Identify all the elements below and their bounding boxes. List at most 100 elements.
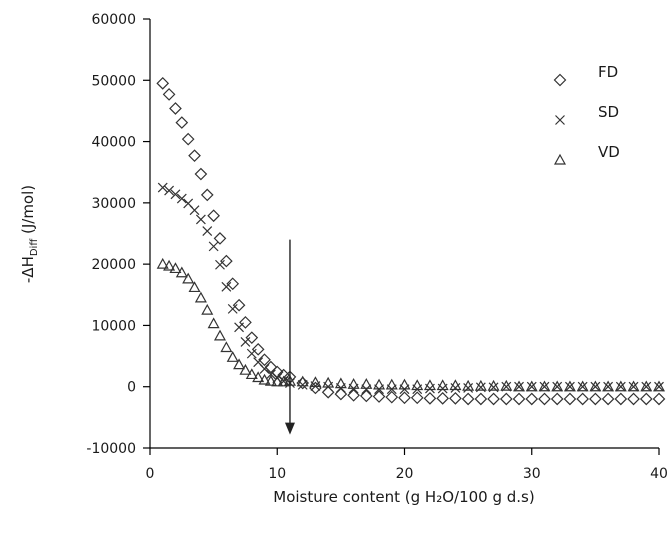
data-point-fd [245, 331, 259, 345]
data-point-vd [201, 303, 214, 315]
data-point-vd [474, 379, 487, 391]
data-point-sd [539, 381, 550, 392]
x-tick-label: 0 [146, 466, 155, 482]
data-point-sd [227, 303, 238, 314]
data-point-fd [423, 392, 437, 405]
data-point-vd [614, 380, 627, 392]
data-point-vd [182, 272, 195, 284]
data-point-fd [410, 391, 424, 405]
data-point-fd [175, 116, 189, 129]
data-point-fd [601, 392, 615, 406]
series-fd [156, 77, 666, 406]
data-point-vd [385, 378, 398, 390]
data-point-vd [194, 291, 207, 303]
data-point-fd [347, 388, 360, 402]
data-point-fd [251, 342, 265, 356]
data-point-vd [373, 378, 386, 390]
legend-marker-fd [553, 73, 567, 87]
data-point-fd [538, 392, 551, 406]
y-tick-label: 50000 [91, 73, 136, 89]
data-point-fd [213, 232, 227, 245]
x-tick-label: 40 [650, 466, 668, 482]
data-point-fd [487, 392, 500, 406]
legend-label-vd: VD [598, 143, 620, 161]
data-point-sd [615, 381, 626, 392]
data-point-vd [360, 378, 373, 389]
data-point-fd [194, 167, 208, 181]
data-point-fd [220, 254, 233, 268]
data-point-vd [487, 379, 500, 391]
data-point-sd [278, 376, 289, 387]
data-point-sd [265, 369, 276, 380]
data-point-vd [640, 380, 653, 392]
data-point-vd [156, 257, 169, 269]
data-point-vd [322, 376, 335, 388]
data-point-sd [641, 381, 652, 392]
data-point-fd [652, 392, 666, 406]
data-point-fd [156, 77, 170, 90]
data-point-vd [347, 378, 360, 389]
data-point-sd [170, 189, 181, 200]
y-tick-label: 10000 [91, 318, 136, 334]
data-point-vd [226, 351, 239, 362]
data-point-vd [652, 380, 666, 392]
legend-marker-vd [553, 153, 567, 165]
data-point-vd [296, 375, 309, 387]
y-tick-label: 0 [127, 380, 136, 396]
data-point-sd [157, 182, 168, 193]
data-point-sd [463, 383, 474, 393]
y-tick-label: 60000 [91, 12, 136, 28]
legend-marker-sd [555, 115, 565, 125]
data-point-sd [202, 226, 213, 236]
data-point-fd [188, 149, 201, 163]
data-point-fd [385, 390, 399, 404]
data-point-fd [334, 387, 348, 401]
data-point-vd [334, 377, 347, 389]
data-point-vd [169, 262, 182, 274]
data-point-sd [590, 381, 601, 392]
data-point-vd [239, 363, 252, 375]
data-point-sd [189, 205, 200, 216]
data-point-fd [525, 392, 539, 406]
y-tick-label: 20000 [91, 257, 136, 273]
data-point-sd [221, 281, 232, 292]
data-point-sd [628, 381, 639, 392]
y-axis-title-suffix: (J/mol) [19, 185, 37, 239]
annotation-layer [284, 239, 295, 435]
data-point-fd [576, 392, 589, 406]
data-point-vd [563, 380, 576, 392]
data-point-sd [603, 381, 614, 392]
data-point-sd [577, 381, 588, 392]
data-point-fd [162, 88, 176, 101]
data-point-fd [589, 392, 602, 406]
data-point-vd [213, 329, 227, 341]
data-point-fd [499, 392, 513, 406]
data-point-sd [654, 381, 664, 392]
data-point-vd [551, 380, 564, 392]
data-point-sd [208, 241, 219, 252]
data-point-vd [188, 281, 201, 293]
data-point-fd [169, 102, 182, 115]
data-point-fd [436, 392, 450, 405]
data-point-vd [538, 380, 551, 392]
data-point-fd [239, 316, 252, 329]
data-point-vd [462, 379, 475, 391]
y-tick-label: 40000 [91, 135, 136, 151]
data-point-vd [589, 380, 602, 392]
data-point-vd [207, 317, 220, 329]
data-point-vd [258, 373, 271, 385]
data-point-sd [361, 384, 372, 395]
data-point-vd [576, 380, 589, 392]
data-point-fd [232, 298, 246, 312]
data-point-vd [627, 380, 640, 392]
data-point-fd [207, 209, 220, 223]
y-tick-label: -10000 [86, 441, 136, 457]
data-point-vd [398, 378, 411, 390]
data-point-vd [500, 379, 513, 391]
x-tick-label: 10 [268, 466, 286, 482]
data-point-vd [220, 341, 233, 353]
series-vd [156, 257, 666, 392]
data-point-fd [461, 392, 475, 406]
data-point-fd [226, 277, 240, 291]
data-point-sd [514, 381, 524, 392]
